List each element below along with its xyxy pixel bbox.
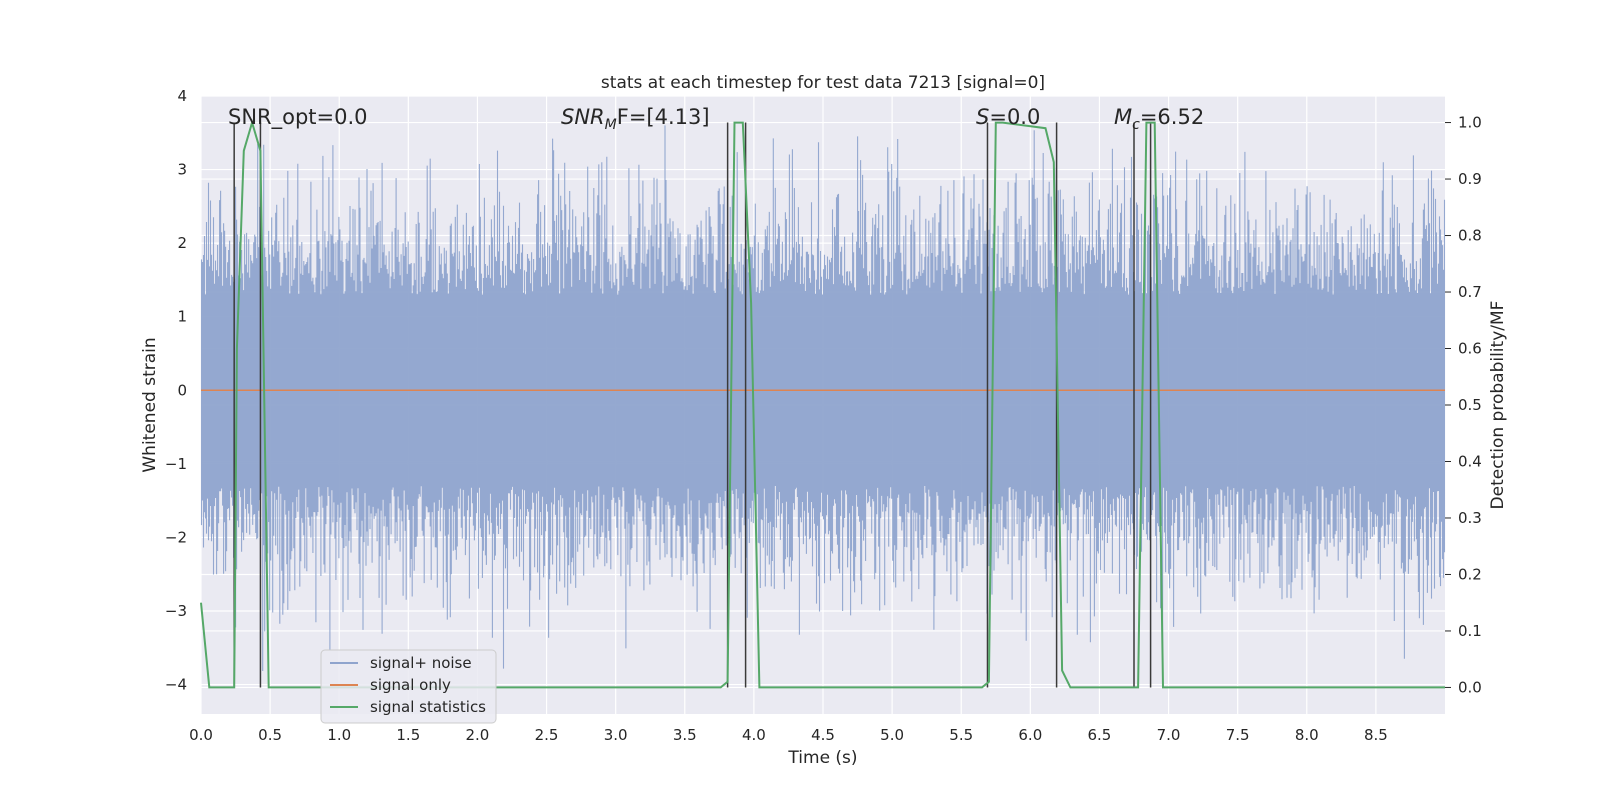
y2-tick-label: 0.7 xyxy=(1458,283,1482,301)
annotation-snr-mf: SNRMF=[4.13] xyxy=(561,105,710,133)
x-tick-label: 8.0 xyxy=(1295,726,1319,744)
annotation-snr-mf-main: SNR xyxy=(561,105,605,129)
x-tick-label: 4.5 xyxy=(811,726,835,744)
annotation-snr-opt: SNR_opt=0.0 xyxy=(228,105,368,130)
y-tick-label: 4 xyxy=(177,87,187,105)
x-tick-label: 5.0 xyxy=(880,726,904,744)
y2-tick-label: 0.9 xyxy=(1458,170,1482,188)
x-tick-label: 5.5 xyxy=(949,726,973,744)
y2-tick-label: 0.0 xyxy=(1458,678,1482,696)
y2-tick-label: 0.2 xyxy=(1458,565,1482,583)
y2-tick-label: 0.6 xyxy=(1458,340,1482,358)
legend-label-signal-only: signal only xyxy=(370,676,451,694)
x-tick-label: 0.5 xyxy=(258,726,282,744)
x-axis-label: Time (s) xyxy=(787,748,857,768)
annotation-s-main: S xyxy=(976,105,989,129)
y-axis-label: Whitened strain xyxy=(140,337,160,472)
y-tick-label: −1 xyxy=(165,455,187,473)
y2-tick-label: 0.5 xyxy=(1458,396,1482,414)
chart-title: stats at each timestep for test data 721… xyxy=(601,73,1045,93)
y2-tick-label: 1.0 xyxy=(1458,114,1482,132)
signal-statistics-series xyxy=(200,119,1445,689)
y-tick-label: −2 xyxy=(165,528,187,546)
annotation-snr-mf-tail: F=[4.13] xyxy=(617,105,710,129)
legend-box xyxy=(320,649,497,724)
y2-axis-label: Detection probability/MF xyxy=(1488,301,1508,510)
y2-tick-label: 0.1 xyxy=(1458,622,1482,640)
x-tick-label: 3.0 xyxy=(604,726,628,744)
y2-tick-label: 0.3 xyxy=(1458,509,1482,527)
y2-tick-label: 0.8 xyxy=(1458,227,1482,245)
annotation-mc-main: M xyxy=(1114,105,1132,129)
y2-tick-labels: 1.0 0.9 0.8 0.7 0.6 0.5 0.4 0.3 0.2 0.1 0.0 xyxy=(1445,114,1482,696)
y-tick-label: −3 xyxy=(165,602,187,620)
x-tick-label: 2.5 xyxy=(535,726,559,744)
x-tick-label: 2.0 xyxy=(466,726,490,744)
y-tick-label: 2 xyxy=(177,234,187,252)
y-tick-labels: 4 3 2 1 0 −1 −2 −3 −4 xyxy=(165,87,187,694)
x-tick-label: 4.0 xyxy=(742,726,766,744)
y-tick-label: 3 xyxy=(177,161,187,179)
x-tick-labels: 0.0 0.5 1.0 1.5 2.0 2.5 3.0 3.5 4.0 4.5 5.0 5.5 6.0 6… xyxy=(189,726,1388,744)
x-tick-label: 0.0 xyxy=(189,726,213,744)
x-tick-label: 7.5 xyxy=(1226,726,1250,744)
annotation-s: S=0.0 xyxy=(976,105,1040,129)
y-tick-label: −4 xyxy=(165,676,187,694)
annotation-mc: Mc=6.52 xyxy=(1114,105,1204,133)
annotation-s-tail: =0.0 xyxy=(989,105,1040,129)
x-tick-label: 3.5 xyxy=(673,726,697,744)
x-tick-label: 6.5 xyxy=(1088,726,1112,744)
y-tick-label: 0 xyxy=(177,381,187,399)
annotation-snr-mf-sub: M xyxy=(605,117,617,133)
x-tick-label: 1.0 xyxy=(327,726,351,744)
y-tick-label: 1 xyxy=(177,308,187,326)
x-tick-label: 1.5 xyxy=(396,726,420,744)
annotation-mc-sub: c xyxy=(1132,117,1140,133)
x-tick-label: 7.0 xyxy=(1157,726,1181,744)
legend-label-signal-statistics: signal statistics xyxy=(370,698,486,716)
y2-tick-label: 0.4 xyxy=(1458,452,1482,470)
x-tick-label: 6.0 xyxy=(1018,726,1042,744)
annotation-mc-tail: =6.52 xyxy=(1140,105,1204,129)
x-tick-label: 8.5 xyxy=(1364,726,1388,744)
legend: signal+ noise signal only signal statist… xyxy=(320,649,497,724)
legend-label-signal-noise: signal+ noise xyxy=(370,654,472,672)
